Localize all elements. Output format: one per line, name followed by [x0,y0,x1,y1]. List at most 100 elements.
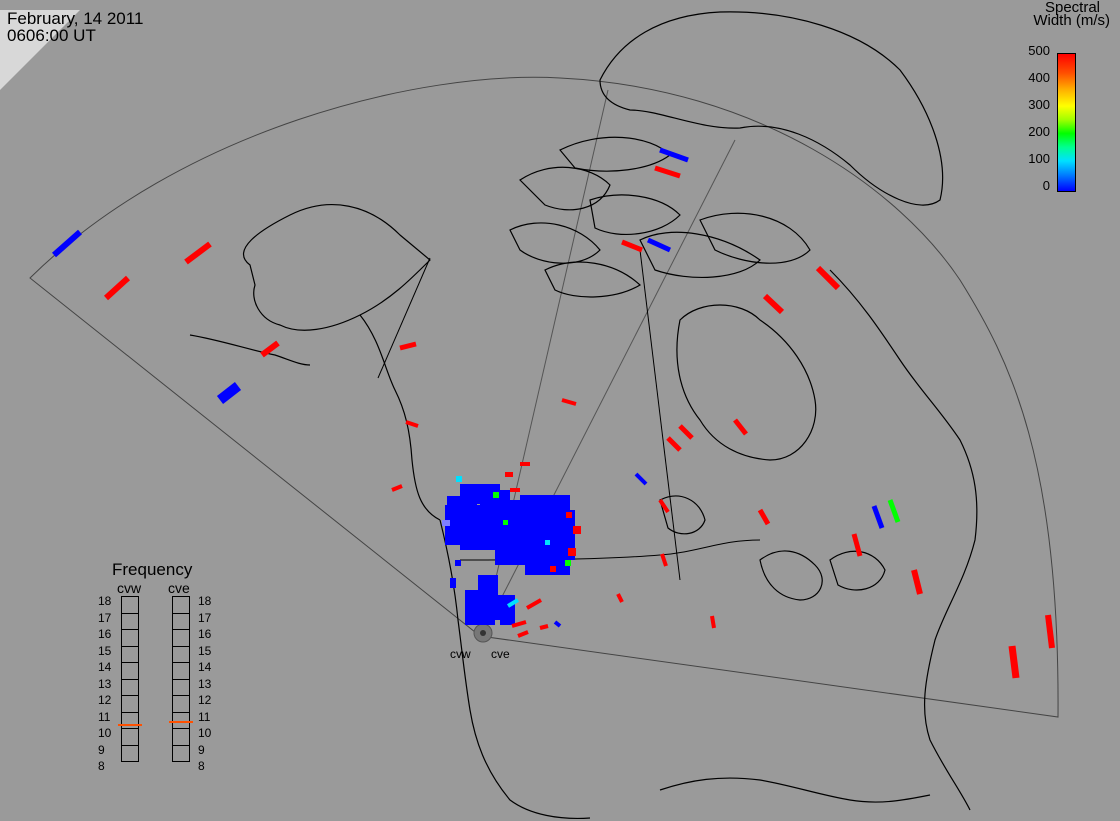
frequency-tick-label: 17 [198,610,212,625]
scatter-cell [545,540,550,545]
frequency-cell [172,612,190,630]
scatter-cell [493,492,499,498]
scatter-cell [678,424,694,440]
radar-site-center [480,630,486,636]
site-label-cve: cve [491,647,510,661]
scatter-cell [470,605,490,625]
scatter-cell [539,624,549,630]
scatter-cell [911,569,923,595]
scatter-cell [710,615,716,629]
scatter-cell [503,520,508,525]
frequency-tick-label: 15 [98,643,112,658]
scatter-cell [634,472,648,486]
frequency-title: Frequency [112,560,193,579]
scatter-cell [478,575,498,595]
time-label: 0606:00 UT [7,26,96,45]
frequency-tick-label: 10 [98,726,112,740]
frequency-cell [121,695,139,713]
scatter-cell [646,237,672,253]
scatter-cell [1045,614,1055,649]
radar-name-cvw: cvw [117,580,142,596]
scatter-cell [517,630,529,638]
frequency-tick-label: 11 [198,709,211,724]
scatter-cell [757,508,771,526]
coastlines [189,11,978,819]
frequency-tick-label: 8 [98,759,105,773]
frequency-tick-label: 18 [198,594,212,608]
scatter-cell [666,436,682,452]
scatter-cell [660,553,668,567]
colorbar-tick: 300 [1028,97,1050,112]
frequency-tick-label: 11 [98,709,111,724]
frequency-cell [172,596,190,614]
frequency-tick-label: 16 [198,627,212,641]
scatter-cell [568,548,576,556]
scatter-data [52,147,1055,679]
frequency-cell [121,744,139,762]
scatter-cell [566,512,572,518]
colorbar [1057,53,1076,192]
site-label-cvw: cvw [450,647,471,661]
scatter-cell [733,418,748,436]
colorbar-tick: 100 [1028,151,1050,166]
scatter-cell [500,610,515,625]
scatter-cell [260,340,280,358]
frequency-tick-label: 14 [98,660,112,674]
frequency-tick-label: 9 [98,742,105,757]
colorbar-title-line2: Width (m/s) [1033,12,1110,29]
scatter-cell [616,593,624,603]
scatter-cell [506,598,520,608]
scatter-cell [550,566,556,572]
frequency-tick-label: 10 [198,726,212,740]
scatter-cell [815,265,841,291]
frequency-cell [172,678,190,696]
scatter-cell [455,560,461,566]
frequency-cell [121,629,139,647]
scatter-cell [573,526,581,534]
scatter-cell [621,239,643,253]
frequency-tick-label: 18 [98,594,112,608]
scatter-cell [762,293,785,315]
frequency-tick-label: 16 [98,627,112,641]
colorbar-title-line1: Spectral [1044,0,1100,16]
frequency-cell [121,612,139,630]
frequency-cell [121,728,139,746]
frequency-cell [172,662,190,680]
frequency-cell [172,629,190,647]
scatter-cell [216,382,242,404]
frequency-tick-label: 12 [98,693,112,707]
frequency-tick-label: 14 [198,660,212,674]
frequency-cell [121,645,139,663]
frequency-cell [172,645,190,663]
frequency-tick-label: 17 [98,610,112,625]
frequency-tick-label: 13 [198,676,212,691]
frequency-tick-label: 12 [198,693,212,707]
frequency-cell [121,711,139,729]
frequency-cell [121,678,139,696]
scatter-cell [654,165,681,179]
scatter-cell [511,620,527,628]
scatter-cell [505,472,513,477]
scatter-cell [442,520,450,526]
colorbar-tick: 200 [1028,124,1050,139]
scatter-cell [1008,645,1020,679]
scatter-cell [103,275,131,301]
scatter-cell [184,241,212,265]
frequency-marker [118,724,142,727]
corner-highlight [0,10,80,90]
scatter-cell [565,560,571,566]
fov-outline [29,76,1059,718]
frequency-cell [121,662,139,680]
colorbar-tick: 500 [1028,43,1050,58]
scatter-cell [391,484,403,492]
colorbar-tick: 0 [1042,178,1050,193]
scatter-cell [405,420,419,428]
frequency-cell [172,728,190,746]
scatter-cell [510,488,520,492]
scatter-cell [659,147,689,163]
radar-name-cve: cve [168,580,190,596]
scatter-cell [450,578,456,588]
scatter-cell [520,462,530,466]
